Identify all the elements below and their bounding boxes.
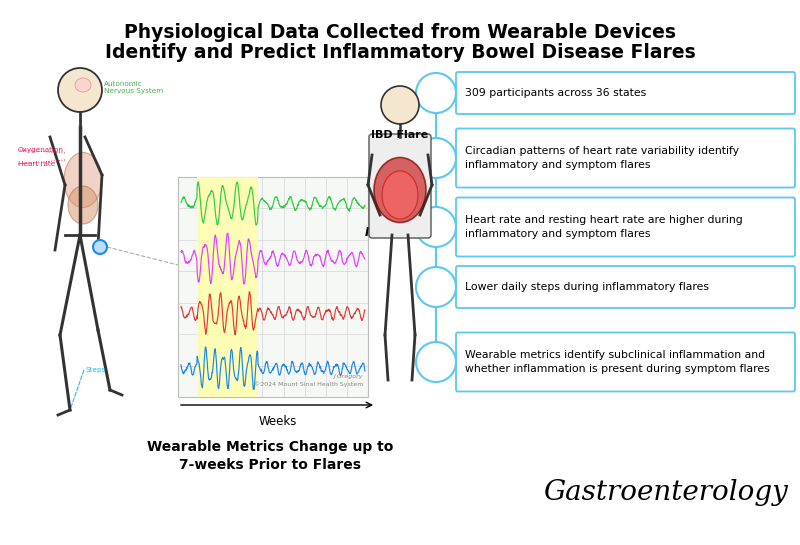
Ellipse shape [68,186,98,224]
Circle shape [93,240,107,254]
Text: ©2024 Mount Sinai Health System: ©2024 Mount Sinai Health System [254,382,363,387]
Text: Oxygenation: Oxygenation [18,147,64,153]
Circle shape [416,267,456,307]
Text: Physiological Data Collected from Wearable Devices: Physiological Data Collected from Wearab… [124,22,676,41]
Ellipse shape [64,153,102,208]
FancyBboxPatch shape [456,197,795,257]
Text: Steps: Steps [85,367,106,373]
FancyBboxPatch shape [456,332,795,391]
FancyBboxPatch shape [369,134,431,238]
Text: Autonomic
Nervous System: Autonomic Nervous System [104,81,163,94]
Text: Lower daily steps during inflammatory flares: Lower daily steps during inflammatory fl… [465,282,709,292]
Text: Gastroenterology: Gastroenterology [543,480,788,506]
Text: Weeks: Weeks [259,415,297,428]
Ellipse shape [75,78,91,92]
Circle shape [416,138,456,178]
Circle shape [58,68,102,112]
Circle shape [381,86,419,124]
Text: Circadian patterns of heart rate variability identify
inflammatory and symptom f: Circadian patterns of heart rate variabi… [465,146,739,170]
Text: Heart rate: Heart rate [18,161,55,167]
Text: 309 participants across 36 states: 309 participants across 36 states [465,88,646,98]
Circle shape [416,207,456,247]
Text: IBD Flare: IBD Flare [365,226,426,239]
FancyBboxPatch shape [456,266,795,308]
Bar [197,177,258,397]
Text: J Gregory: J Gregory [334,374,363,379]
Circle shape [416,73,456,113]
Ellipse shape [374,158,426,222]
Text: Wearable metrics identify subclinical inflammation and
whether inflammation is p: Wearable metrics identify subclinical in… [465,350,770,374]
FancyBboxPatch shape [456,72,795,114]
FancyBboxPatch shape [456,129,795,187]
Text: IBD Flare: IBD Flare [371,130,429,140]
Text: Heart rate and resting heart rate are higher during
inflammatory and symptom fla: Heart rate and resting heart rate are hi… [465,215,742,239]
Text: Wearable Metrics Change up to
7-weeks Prior to Flares: Wearable Metrics Change up to 7-weeks Pr… [147,440,393,473]
FancyBboxPatch shape [178,177,368,397]
Text: Identify and Predict Inflammatory Bowel Disease Flares: Identify and Predict Inflammatory Bowel … [105,43,695,62]
Circle shape [416,342,456,382]
Ellipse shape [382,171,418,219]
